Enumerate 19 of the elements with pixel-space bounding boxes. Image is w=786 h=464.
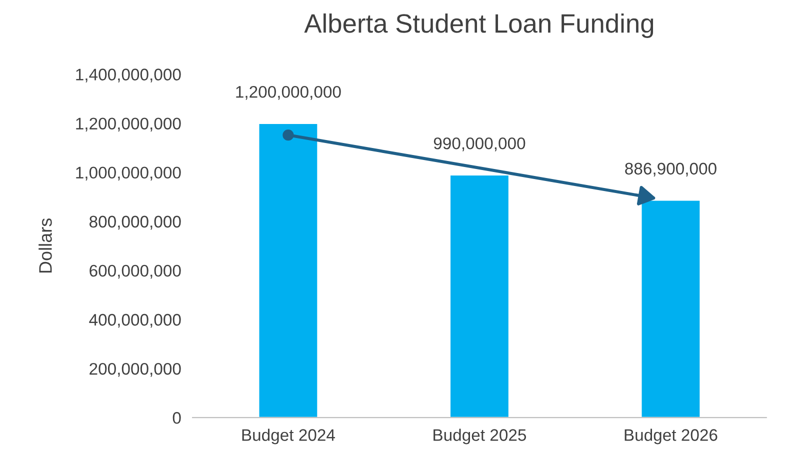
x-tick-label: Budget 2024 xyxy=(242,428,335,444)
y-tick-label: 400,000,000 xyxy=(89,314,181,328)
x-tick-label: Budget 2025 xyxy=(434,428,526,444)
x-tick-label: Budget 2026 xyxy=(624,428,718,444)
bar xyxy=(449,174,510,418)
y-tick-label: 1,200,000,000 xyxy=(76,118,181,132)
data-label: 990,000,000 xyxy=(434,137,526,152)
data-label: 886,900,000 xyxy=(625,162,716,177)
y-tick-label: 1,000,000,000 xyxy=(76,166,181,181)
y-axis-title: Dollars xyxy=(38,218,52,273)
y-tick-label: 600,000,000 xyxy=(90,264,181,279)
y-tick-label: 0 xyxy=(172,412,181,424)
data-label: 1,200,000,000 xyxy=(236,86,341,100)
chart-title: Alberta Student Loan Funding xyxy=(304,13,654,38)
y-tick-label: 800,000,000 xyxy=(90,216,181,230)
bar xyxy=(640,199,702,418)
y-tick-label: 1,400,000,000 xyxy=(76,68,181,82)
y-tick-label: 200,000,000 xyxy=(90,362,181,377)
bar xyxy=(258,122,319,418)
